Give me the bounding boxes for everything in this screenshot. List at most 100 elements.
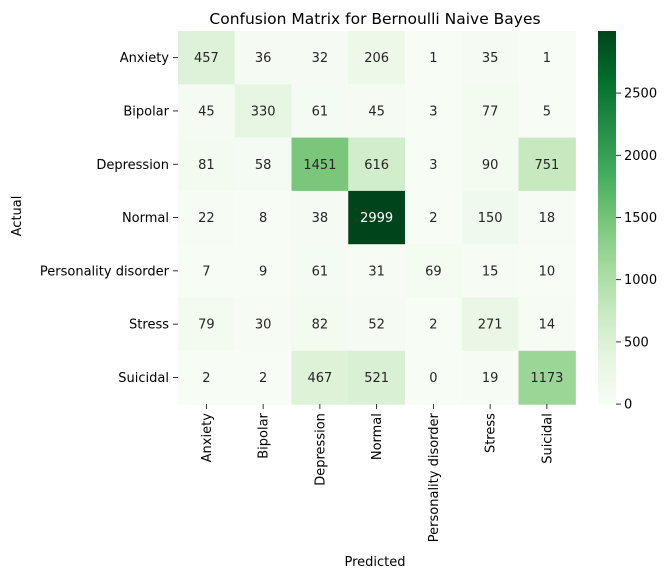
y-tick-label: Anxiety [120,51,170,66]
cell-value-label: 1 [429,51,437,66]
cell-value-label: 18 [539,211,556,226]
cell-value-label: 467 [307,371,332,386]
cell-value-label: 616 [364,158,389,173]
heatmap-cell [291,31,349,85]
heatmap-cell [291,190,349,245]
cell-value-label: 19 [482,371,499,386]
heatmap-cell [178,31,236,85]
heatmap-cell [291,84,349,139]
cell-value-label: 1 [543,51,551,66]
cell-value-label: 521 [364,371,389,386]
heatmap-cell [405,244,463,299]
cell-value-label: 0 [429,371,437,386]
cell-value-label: 7 [202,264,210,279]
heatmap-cell [178,84,236,139]
heatmap-cell [348,137,406,192]
cell-value-label: 61 [312,264,329,279]
cell-value-label: 79 [198,318,215,333]
heatmap-cell [518,190,576,245]
x-tick-label: Stress [484,413,499,453]
heatmap-cell [234,190,293,245]
heatmap-cell [518,350,576,405]
heatmap-cell [405,297,463,352]
x-tick-label: Anxiety [200,413,215,463]
cell-value-label: 2 [429,211,437,226]
chart-title: Confusion Matrix for Bernoulli Naive Bay… [209,10,540,28]
heatmap-cell [518,31,576,85]
heatmap-cell [518,244,576,299]
heatmap-cell [461,84,520,139]
x-tick-label: Bipolar [257,412,272,458]
cell-value-label: 2 [429,318,437,333]
cell-value-label: 3 [429,158,437,173]
cell-value-label: 22 [198,211,215,226]
cell-value-label: 14 [539,318,556,333]
heatmap-cell [234,31,293,85]
heatmap-cell [178,190,236,245]
x-tick-label: Suicidal [540,413,555,464]
colorbar-gradient [598,31,616,405]
cell-value-label: 15 [482,264,499,279]
cell-value-label: 81 [198,158,215,173]
colorbar-tick-label: 2500 [624,87,657,102]
y-axis-label: Actual [10,196,25,237]
heatmap-cell [461,190,520,245]
y-tick-label: Depression [96,158,169,173]
colorbar-tick-label: 2000 [624,149,657,164]
cell-value-label: 271 [478,318,503,333]
heatmap-cell [405,350,463,405]
cell-value-label: 31 [368,264,385,279]
cell-value-label: 8 [259,211,267,226]
colorbar-tick-label: 500 [624,335,649,350]
colorbar-tick-label: 1000 [624,273,657,288]
cell-value-label: 5 [543,104,551,119]
heatmap-cell [178,137,236,192]
colorbar-tick-label: 0 [624,398,632,413]
x-axis-label: Predicted [344,555,405,570]
cell-value-label: 52 [368,318,385,333]
heatmap-cell [291,350,349,405]
heatmap-cell [461,350,520,405]
heatmap-cell [348,244,406,299]
heatmap-cell [348,84,406,139]
cell-value-label: 69 [425,264,442,279]
x-tick-label: Personality disorder [427,412,442,542]
cell-value-label: 1173 [530,371,563,386]
cell-value-label: 9 [259,264,267,279]
y-axis-ticks: Anxiety Bipolar Depression Normal Personalit… [40,51,178,386]
cell-value-label: 77 [482,104,499,119]
cell-value-label: 1451 [303,158,336,173]
heatmap-cell [178,297,236,352]
cell-value-label: 150 [478,211,503,226]
cell-value-label: 2 [202,371,210,386]
cell-value-label: 206 [364,51,389,66]
heatmap-cells: 457 36 32 206 1 35 145 330 61 45 3 77 581 58 1451 616 3 9… [178,31,576,405]
x-tick-label: Normal [370,413,385,460]
cell-value-label: 330 [251,104,276,119]
heatmap-cell [518,297,576,352]
heatmap-cell [405,31,463,85]
y-tick-label: Suicidal [118,371,169,386]
heatmap-cell [405,137,463,192]
heatmap-cell [461,137,520,192]
heatmap-cell [348,31,406,85]
cell-value-label: 457 [194,51,219,66]
cell-value-label: 2 [259,371,267,386]
cell-value-label: 38 [312,211,329,226]
cell-value-label: 45 [198,104,215,119]
heatmap-cell [178,244,236,299]
colorbar-tick-label: 1500 [624,211,657,226]
heatmap-cell [234,84,293,139]
heatmap-cell [234,350,293,405]
cell-value-label: 82 [312,318,329,333]
heatmap-cell [348,297,406,352]
y-tick-label: Stress [129,318,169,333]
cell-value-label: 90 [482,158,499,173]
heatmap-cell [291,297,349,352]
heatmap-cell [234,244,293,299]
colorbar: 0 500 1000 1500 2000 2500 [598,31,657,413]
cell-value-label: 36 [255,51,272,66]
heatmap-cell [405,190,463,245]
y-tick-label: Personality disorder [40,264,170,279]
cell-value-label: 35 [482,51,499,66]
